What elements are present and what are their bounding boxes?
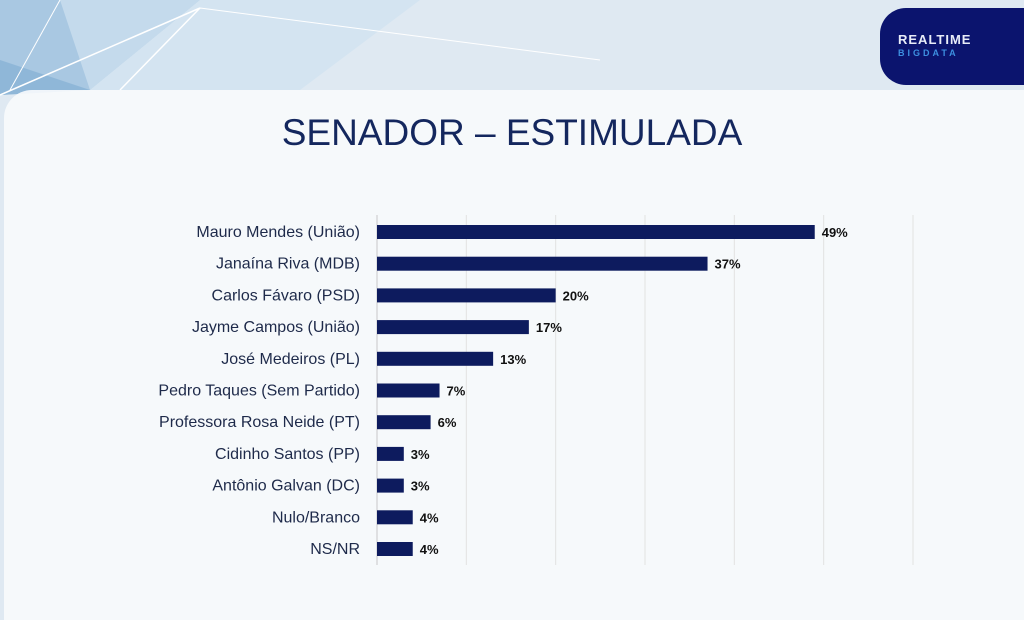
category-label: Mauro Mendes (União) (196, 224, 360, 241)
value-label: 3% (411, 447, 430, 462)
bar (377, 383, 440, 398)
category-label: Pedro Taques (Sem Partido) (158, 383, 360, 400)
category-label: Antônio Galvan (DC) (212, 478, 360, 495)
bar (377, 478, 404, 493)
realtime-bigdata-logo: REALTIME BIGDATA (880, 8, 1024, 85)
category-label: Jayme Campos (União) (192, 319, 360, 336)
category-label: Janaína Riva (MDB) (216, 256, 360, 273)
value-label: 49% (822, 225, 848, 240)
value-label: 6% (438, 415, 457, 430)
chart-title: SENADOR – ESTIMULADA (281, 112, 743, 153)
bar (377, 288, 556, 303)
value-label: 3% (411, 479, 430, 494)
bar (377, 320, 529, 335)
logo-line2: BIGDATA (898, 48, 959, 58)
value-label: 4% (420, 510, 439, 525)
bar (377, 415, 431, 430)
value-label: 17% (536, 320, 562, 335)
category-label: Nulo/Branco (272, 509, 360, 526)
category-label: Professora Rosa Neide (PT) (159, 414, 360, 431)
content-panel (4, 90, 1024, 620)
category-label: NS/NR (310, 541, 360, 558)
bar (377, 446, 404, 461)
bar (377, 225, 815, 239)
value-label: 7% (447, 384, 466, 399)
bar (377, 351, 494, 366)
logo-line1: REALTIME (898, 32, 972, 47)
bar (377, 256, 708, 271)
category-label: José Medeiros (PL) (221, 351, 360, 368)
bar (377, 510, 413, 525)
bar (377, 542, 413, 556)
category-label: Carlos Fávaro (PSD) (212, 287, 360, 304)
value-label: 20% (563, 288, 589, 303)
value-label: 13% (500, 352, 526, 367)
value-label: 37% (715, 257, 741, 272)
category-label: Cidinho Santos (PP) (215, 446, 360, 463)
value-label: 4% (420, 542, 439, 557)
